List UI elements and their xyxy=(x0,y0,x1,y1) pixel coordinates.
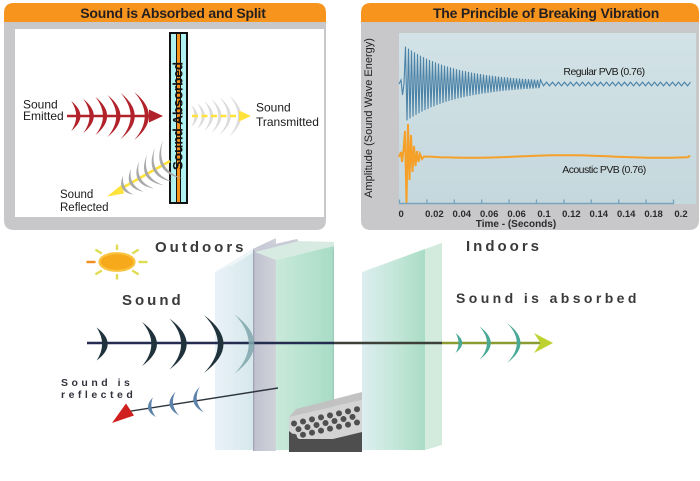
svg-text:Sound: Sound xyxy=(256,101,291,115)
svg-text:Sound is absorbed: Sound is absorbed xyxy=(456,290,640,306)
svg-text:Reflected: Reflected xyxy=(60,202,109,214)
svg-text:0.1: 0.1 xyxy=(537,209,551,220)
svg-text:0.18: 0.18 xyxy=(644,209,663,220)
svg-text:Acoustic PVB (0.76): Acoustic PVB (0.76) xyxy=(562,164,646,176)
svg-text:0.06: 0.06 xyxy=(507,209,526,220)
svg-text:Amplitude (Sound Wave Energy): Amplitude (Sound Wave Energy) xyxy=(363,38,375,198)
svg-text:0: 0 xyxy=(399,209,404,220)
svg-text:Sound is Absorbed and Split: Sound is Absorbed and Split xyxy=(80,5,266,21)
svg-text:Emitted: Emitted xyxy=(23,109,64,123)
svg-text:Sound is: Sound is xyxy=(61,377,133,389)
svg-text:0.2: 0.2 xyxy=(674,209,687,220)
svg-text:0.04: 0.04 xyxy=(453,209,472,220)
svg-text:Indoors: Indoors xyxy=(466,238,542,255)
svg-text:Transmitted: Transmitted xyxy=(256,115,319,129)
svg-text:0.14: 0.14 xyxy=(617,209,636,220)
svg-text:0.14: 0.14 xyxy=(590,209,609,220)
svg-text:0.06: 0.06 xyxy=(480,209,499,220)
svg-text:Sound: Sound xyxy=(122,292,184,309)
svg-text:The Princible of Breaking Vibr: The Princible of Breaking Vibration xyxy=(433,5,659,21)
svg-text:Sound: Sound xyxy=(60,189,93,201)
svg-text:Time - (Seconds): Time - (Seconds) xyxy=(476,219,556,230)
svg-text:Outdoors: Outdoors xyxy=(155,239,247,256)
svg-text:Sound: Sound xyxy=(23,98,58,112)
svg-text:0.12: 0.12 xyxy=(562,209,581,220)
svg-text:Sound Absorbed: Sound Absorbed xyxy=(171,62,186,170)
svg-text:reflected: reflected xyxy=(61,389,136,401)
svg-text:0.02: 0.02 xyxy=(425,209,444,220)
svg-text:Regular PVB (0.76): Regular PVB (0.76) xyxy=(563,66,644,78)
